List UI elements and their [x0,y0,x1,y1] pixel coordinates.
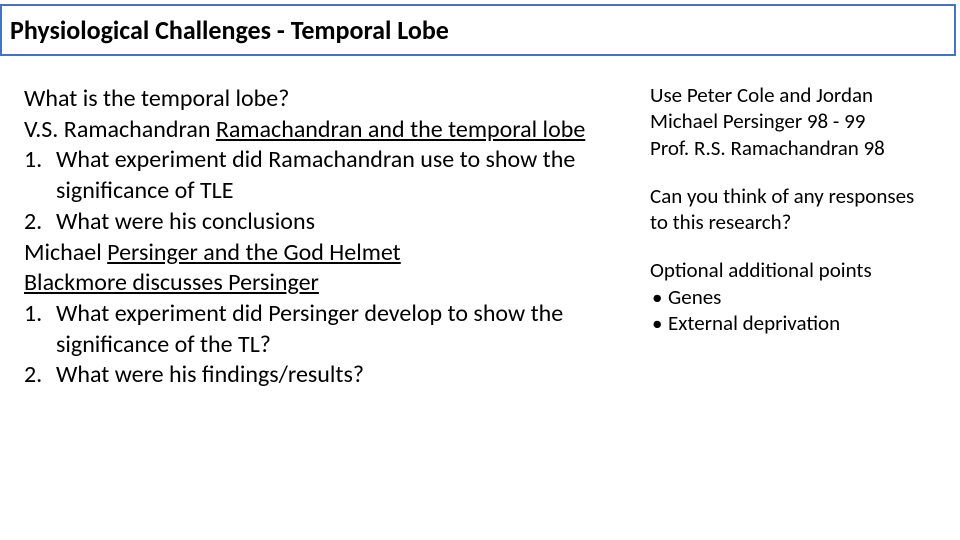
spacer [650,161,930,183]
reference-line: Prof. R.S. Ramachandran 98 [650,135,930,161]
list-number: 2. [24,207,56,238]
persinger-link[interactable]: Persinger and the God Helmet [107,238,401,267]
list-item: 1. What experiment did Ramachandran use … [24,145,620,206]
title-bar: Physiological Challenges - Temporal Lobe [0,4,956,56]
list-text: What experiment did Ramachandran use to … [56,145,620,206]
side-prompt: Can you think of any responses to this r… [650,183,930,236]
list-number: 1. [24,145,56,206]
optional-bullets: Genes External deprivation [650,284,930,337]
list-text: What were his conclusions [56,207,620,238]
ramachandran-link[interactable]: Ramachandran and the temporal lobe [216,115,585,144]
optional-heading: Optional additional points [650,257,930,283]
bullet-item: External deprivation [650,310,930,336]
blackmore-line: Blackmore discusses Persinger [24,268,620,299]
persinger-prefix: Michael [24,238,107,267]
list-text: What were his findings/results? [56,360,620,391]
ramachandran-prefix: V.S. Ramachandran [24,115,216,144]
persinger-questions: 1. What experiment did Persinger develop… [24,299,620,391]
list-text: What experiment did Persinger develop to… [56,299,620,360]
side-content: Use Peter Cole and Jordan Michael Persin… [650,82,930,336]
list-item: 2. What were his conclusions [24,207,620,238]
ramachandran-line: V.S. Ramachandran Ramachandran and the t… [24,115,620,146]
slide-title: Physiological Challenges - Temporal Lobe [10,14,449,46]
list-item: 1. What experiment did Persinger develop… [24,299,620,360]
main-content: What is the temporal lobe? V.S. Ramachan… [24,84,620,391]
intro-question: What is the temporal lobe? [24,84,620,115]
persinger-line: Michael Persinger and the God Helmet [24,238,620,269]
ramachandran-questions: 1. What experiment did Ramachandran use … [24,145,620,237]
slide: Physiological Challenges - Temporal Lobe… [0,0,960,540]
reference-line: Michael Persinger 98 - 99 [650,108,930,134]
list-number: 2. [24,360,56,391]
bullet-item: Genes [650,284,930,310]
list-number: 1. [24,299,56,360]
blackmore-link[interactable]: Blackmore discusses Persinger [24,268,319,297]
list-item: 2. What were his findings/results? [24,360,620,391]
spacer [650,235,930,257]
reference-line: Use Peter Cole and Jordan [650,82,930,108]
